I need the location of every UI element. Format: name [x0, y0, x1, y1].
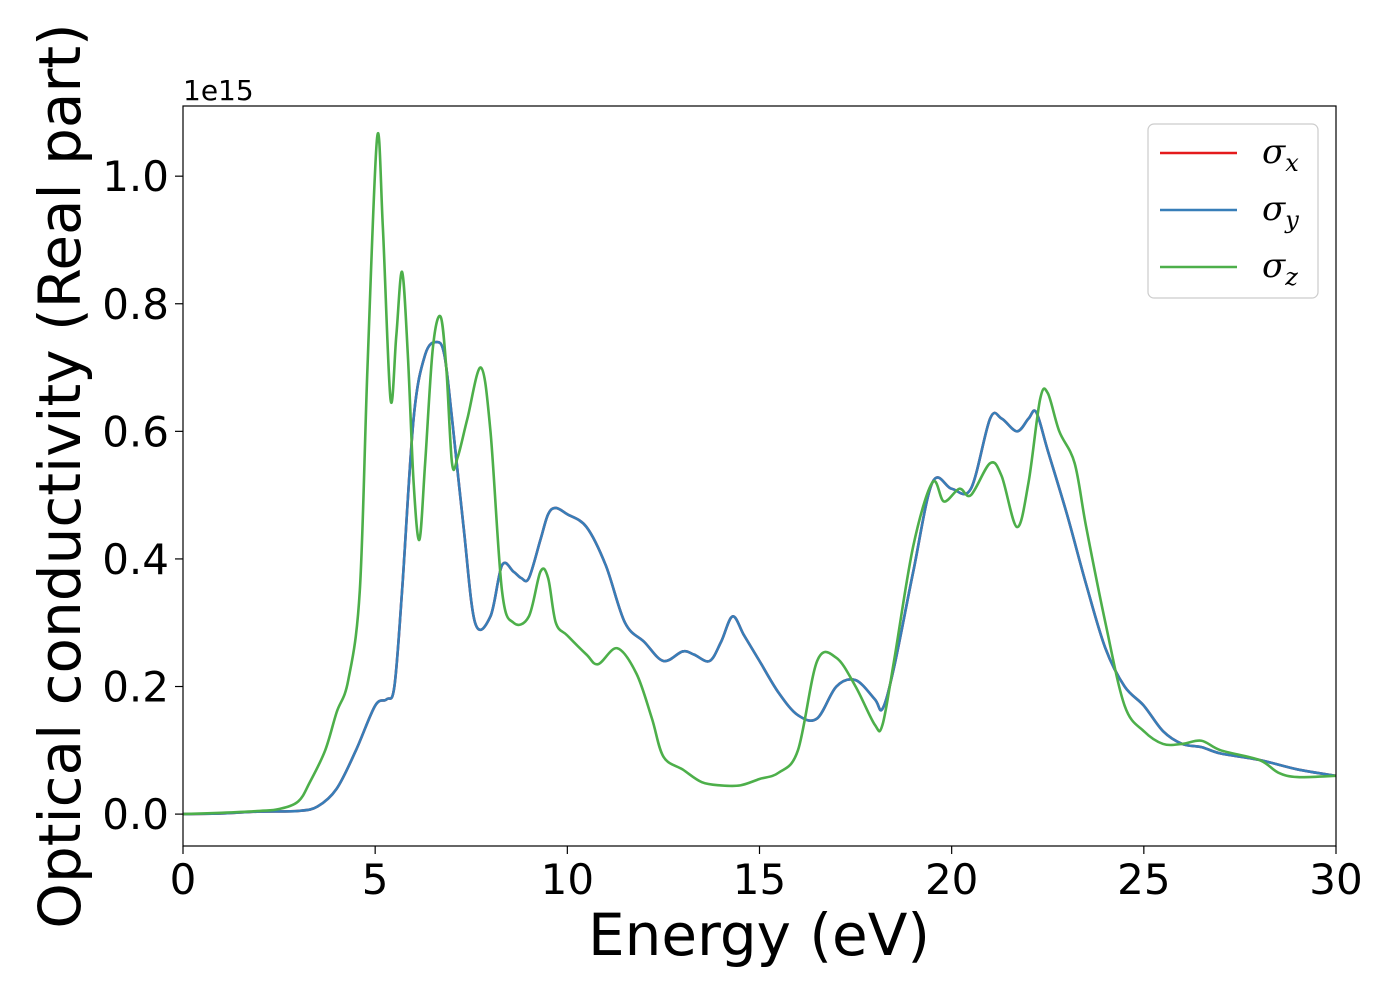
x-tick-label: 0 [170, 855, 197, 904]
y-offset-text: 1e15 [183, 74, 254, 107]
legend-label-x: σx [1262, 132, 1299, 177]
legend-label-z: σz [1262, 246, 1298, 291]
x-tick-label: 10 [541, 855, 594, 904]
x-tick-label: 30 [1309, 855, 1362, 904]
series-line-y [182, 340, 1337, 816]
y-tick-label: 0.6 [102, 407, 169, 456]
y-tick-label: 0.2 [102, 663, 169, 712]
x-tick-label: 5 [362, 855, 389, 904]
series-line-z [182, 132, 1337, 816]
legend: σx σy σz [1147, 123, 1319, 299]
y-tick-label: 0.0 [102, 790, 169, 839]
x-axis-label: Energy (eV) [588, 901, 930, 969]
x-axis: 0 5 10 15 20 25 30 [170, 846, 1363, 904]
series-layer [182, 132, 1337, 816]
x-tick-label: 15 [733, 855, 786, 904]
y-tick-label: 0.4 [102, 535, 169, 584]
legend-label-y: σy [1262, 189, 1299, 234]
x-tick-label: 25 [1117, 855, 1170, 904]
plot-area [183, 106, 1336, 846]
x-tick-label: 20 [925, 855, 978, 904]
y-axis: 0.0 0.2 0.4 0.6 0.8 1.0 [102, 152, 183, 839]
y-tick-label: 0.8 [102, 280, 169, 329]
y-axis-label: Optical conductivity (Real part) [26, 23, 94, 928]
y-tick-label: 1.0 [102, 152, 169, 201]
